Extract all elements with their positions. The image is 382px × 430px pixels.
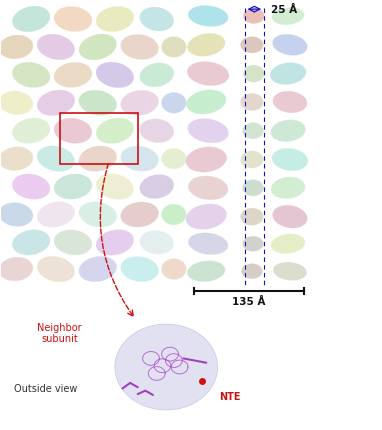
Text: NTE: NTE — [220, 391, 241, 401]
Ellipse shape — [96, 174, 134, 200]
Ellipse shape — [54, 119, 92, 144]
Ellipse shape — [121, 91, 159, 116]
Bar — [60, 114, 138, 164]
Ellipse shape — [79, 257, 117, 282]
Ellipse shape — [243, 123, 264, 140]
Ellipse shape — [188, 233, 228, 255]
Ellipse shape — [79, 35, 117, 61]
Ellipse shape — [54, 175, 92, 200]
Ellipse shape — [0, 258, 33, 281]
Ellipse shape — [140, 64, 174, 88]
Ellipse shape — [243, 9, 264, 25]
Ellipse shape — [273, 262, 307, 281]
Ellipse shape — [187, 62, 229, 86]
Ellipse shape — [0, 203, 33, 227]
Ellipse shape — [12, 63, 50, 89]
Ellipse shape — [187, 34, 225, 57]
Ellipse shape — [270, 64, 306, 85]
Ellipse shape — [54, 230, 92, 255]
Ellipse shape — [186, 91, 226, 115]
Ellipse shape — [272, 149, 308, 172]
Ellipse shape — [121, 257, 159, 282]
Ellipse shape — [187, 261, 225, 282]
Ellipse shape — [140, 231, 174, 255]
Ellipse shape — [243, 66, 264, 83]
Ellipse shape — [12, 7, 50, 33]
Ellipse shape — [273, 35, 308, 56]
Ellipse shape — [243, 237, 264, 252]
Ellipse shape — [162, 259, 186, 280]
Ellipse shape — [241, 94, 263, 111]
Ellipse shape — [37, 257, 75, 282]
Ellipse shape — [96, 7, 134, 33]
Ellipse shape — [79, 91, 117, 116]
Ellipse shape — [79, 203, 117, 227]
Ellipse shape — [121, 35, 159, 60]
Ellipse shape — [121, 147, 159, 172]
Text: 135 Å: 135 Å — [233, 296, 266, 307]
Ellipse shape — [96, 63, 134, 89]
Ellipse shape — [188, 177, 228, 200]
Ellipse shape — [0, 36, 33, 60]
Ellipse shape — [271, 178, 305, 199]
Ellipse shape — [243, 180, 264, 197]
Ellipse shape — [272, 8, 304, 26]
Text: 25 Å: 25 Å — [271, 5, 297, 15]
Ellipse shape — [162, 37, 186, 58]
Ellipse shape — [188, 119, 228, 144]
Ellipse shape — [121, 203, 159, 227]
Ellipse shape — [0, 147, 33, 171]
Ellipse shape — [96, 119, 134, 144]
Ellipse shape — [162, 93, 186, 114]
Ellipse shape — [273, 92, 307, 114]
Ellipse shape — [115, 324, 218, 410]
Ellipse shape — [140, 120, 174, 143]
Ellipse shape — [162, 149, 186, 169]
Ellipse shape — [12, 175, 50, 200]
Ellipse shape — [0, 92, 33, 115]
Ellipse shape — [188, 6, 228, 28]
Ellipse shape — [96, 230, 134, 256]
Ellipse shape — [37, 91, 75, 117]
Ellipse shape — [54, 7, 92, 33]
Ellipse shape — [271, 234, 305, 254]
Ellipse shape — [54, 63, 92, 88]
Ellipse shape — [37, 35, 75, 61]
Text: Neighbor
subunit: Neighbor subunit — [37, 322, 82, 344]
Ellipse shape — [270, 120, 306, 142]
Ellipse shape — [241, 209, 263, 226]
Ellipse shape — [186, 147, 227, 173]
Ellipse shape — [273, 206, 308, 228]
Ellipse shape — [241, 37, 263, 54]
Ellipse shape — [140, 175, 174, 199]
Text: Outside view: Outside view — [14, 384, 78, 393]
Ellipse shape — [12, 119, 50, 144]
Ellipse shape — [241, 151, 263, 169]
Ellipse shape — [37, 147, 75, 172]
Ellipse shape — [12, 230, 50, 255]
Ellipse shape — [241, 264, 262, 279]
Ellipse shape — [37, 202, 75, 228]
Ellipse shape — [140, 8, 174, 32]
Ellipse shape — [79, 147, 117, 172]
Ellipse shape — [162, 205, 186, 225]
Ellipse shape — [186, 204, 227, 230]
